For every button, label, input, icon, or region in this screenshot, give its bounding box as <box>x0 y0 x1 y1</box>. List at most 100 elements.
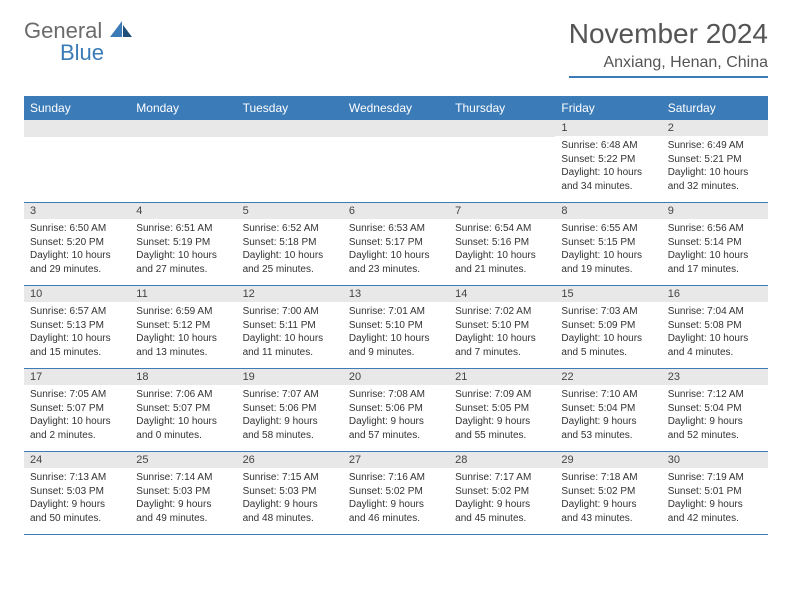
day-number: 9 <box>662 203 768 219</box>
daylight-text: Daylight: 10 hours and 5 minutes. <box>561 332 655 359</box>
daylight-text: Daylight: 9 hours and 46 minutes. <box>349 498 443 525</box>
day-cell: 28Sunrise: 7:17 AMSunset: 5:02 PMDayligh… <box>449 452 555 534</box>
sunset-text: Sunset: 5:07 PM <box>30 402 124 416</box>
day-cell: 25Sunrise: 7:14 AMSunset: 5:03 PMDayligh… <box>130 452 236 534</box>
sunset-text: Sunset: 5:06 PM <box>243 402 337 416</box>
day-content: Sunrise: 7:07 AMSunset: 5:06 PMDaylight:… <box>237 385 343 448</box>
day-cell: 23Sunrise: 7:12 AMSunset: 5:04 PMDayligh… <box>662 369 768 451</box>
day-cell: 24Sunrise: 7:13 AMSunset: 5:03 PMDayligh… <box>24 452 130 534</box>
logo-sail-icon <box>108 19 134 44</box>
weekday-sunday: Sunday <box>24 96 130 120</box>
daylight-text: Daylight: 10 hours and 13 minutes. <box>136 332 230 359</box>
logo-text-blue: Blue <box>60 40 104 66</box>
day-number: 19 <box>237 369 343 385</box>
day-number: 15 <box>555 286 661 302</box>
day-content: Sunrise: 7:12 AMSunset: 5:04 PMDaylight:… <box>662 385 768 448</box>
daylight-text: Daylight: 10 hours and 25 minutes. <box>243 249 337 276</box>
day-cell: 20Sunrise: 7:08 AMSunset: 5:06 PMDayligh… <box>343 369 449 451</box>
day-cell: 7Sunrise: 6:54 AMSunset: 5:16 PMDaylight… <box>449 203 555 285</box>
sunrise-text: Sunrise: 6:59 AM <box>136 305 230 319</box>
day-content: Sunrise: 6:55 AMSunset: 5:15 PMDaylight:… <box>555 219 661 282</box>
day-content: Sunrise: 7:16 AMSunset: 5:02 PMDaylight:… <box>343 468 449 531</box>
sunset-text: Sunset: 5:22 PM <box>561 153 655 167</box>
day-content: Sunrise: 7:04 AMSunset: 5:08 PMDaylight:… <box>662 302 768 365</box>
day-number: 1 <box>555 120 661 136</box>
day-content: Sunrise: 7:08 AMSunset: 5:06 PMDaylight:… <box>343 385 449 448</box>
day-number: 10 <box>24 286 130 302</box>
day-number: 11 <box>130 286 236 302</box>
empty-day-cell <box>237 120 343 202</box>
daylight-text: Daylight: 10 hours and 2 minutes. <box>30 415 124 442</box>
day-content: Sunrise: 6:57 AMSunset: 5:13 PMDaylight:… <box>24 302 130 365</box>
day-content: Sunrise: 6:48 AMSunset: 5:22 PMDaylight:… <box>555 136 661 199</box>
daylight-text: Daylight: 10 hours and 34 minutes. <box>561 166 655 193</box>
day-content: Sunrise: 6:54 AMSunset: 5:16 PMDaylight:… <box>449 219 555 282</box>
day-content: Sunrise: 6:49 AMSunset: 5:21 PMDaylight:… <box>662 136 768 199</box>
daylight-text: Daylight: 9 hours and 53 minutes. <box>561 415 655 442</box>
day-cell: 15 Sunrise: 7:03 AMSunset: 5:09 PMDayligh… <box>555 286 661 368</box>
day-cell: 17Sunrise: 7:05 AMSunset: 5:07 PMDayligh… <box>24 369 130 451</box>
sunrise-text: Sunrise: 7:03 AM <box>561 305 655 319</box>
sunset-text: Sunset: 5:02 PM <box>561 485 655 499</box>
day-number: 26 <box>237 452 343 468</box>
sunset-text: Sunset: 5:17 PM <box>349 236 443 250</box>
sunset-text: Sunset: 5:02 PM <box>349 485 443 499</box>
day-number: 30 <box>662 452 768 468</box>
sunrise-text: Sunrise: 6:54 AM <box>455 222 549 236</box>
sunset-text: Sunset: 5:13 PM <box>30 319 124 333</box>
sunrise-text: Sunrise: 7:00 AM <box>243 305 337 319</box>
empty-day-cell <box>449 120 555 202</box>
sunset-text: Sunset: 5:11 PM <box>243 319 337 333</box>
day-number: 18 <box>130 369 236 385</box>
day-cell: 13Sunrise: 7:01 AMSunset: 5:10 PMDayligh… <box>343 286 449 368</box>
sunrise-text: Sunrise: 7:14 AM <box>136 471 230 485</box>
sunrise-text: Sunrise: 7:07 AM <box>243 388 337 402</box>
sunrise-text: Sunrise: 6:50 AM <box>30 222 124 236</box>
title-block: November 2024 Anxiang, Henan, China <box>569 18 768 78</box>
daylight-text: Daylight: 10 hours and 15 minutes. <box>30 332 124 359</box>
daylight-text: Daylight: 9 hours and 49 minutes. <box>136 498 230 525</box>
day-content: Sunrise: 6:56 AMSunset: 5:14 PMDaylight:… <box>662 219 768 282</box>
sunrise-text: Sunrise: 7:16 AM <box>349 471 443 485</box>
day-cell: 1Sunrise: 6:48 AMSunset: 5:22 PMDaylight… <box>555 120 661 202</box>
sunset-text: Sunset: 5:15 PM <box>561 236 655 250</box>
day-number: 6 <box>343 203 449 219</box>
sunrise-text: Sunrise: 7:09 AM <box>455 388 549 402</box>
day-content: Sunrise: 7:05 AMSunset: 5:07 PMDaylight:… <box>24 385 130 448</box>
sunset-text: Sunset: 5:20 PM <box>30 236 124 250</box>
day-content: Sunrise: 7:19 AMSunset: 5:01 PMDaylight:… <box>662 468 768 531</box>
sunrise-text: Sunrise: 7:08 AM <box>349 388 443 402</box>
day-content: Sunrise: 6:50 AMSunset: 5:20 PMDaylight:… <box>24 219 130 282</box>
sunset-text: Sunset: 5:21 PM <box>668 153 762 167</box>
sunset-text: Sunset: 5:16 PM <box>455 236 549 250</box>
day-number: 23 <box>662 369 768 385</box>
day-cell: 4Sunrise: 6:51 AMSunset: 5:19 PMDaylight… <box>130 203 236 285</box>
sunrise-text: Sunrise: 7:12 AM <box>668 388 762 402</box>
daylight-text: Daylight: 10 hours and 0 minutes. <box>136 415 230 442</box>
daylight-text: Daylight: 10 hours and 27 minutes. <box>136 249 230 276</box>
sunset-text: Sunset: 5:14 PM <box>668 236 762 250</box>
day-content: Sunrise: 7:01 AMSunset: 5:10 PMDaylight:… <box>343 302 449 365</box>
sunrise-text: Sunrise: 7:02 AM <box>455 305 549 319</box>
day-content: Sunrise: 7:02 AMSunset: 5:10 PMDaylight:… <box>449 302 555 365</box>
sunrise-text: Sunrise: 7:10 AM <box>561 388 655 402</box>
sunrise-text: Sunrise: 7:15 AM <box>243 471 337 485</box>
week-row: 3Sunrise: 6:50 AMSunset: 5:20 PMDaylight… <box>24 203 768 286</box>
daylight-text: Daylight: 10 hours and 23 minutes. <box>349 249 443 276</box>
sunset-text: Sunset: 5:03 PM <box>30 485 124 499</box>
day-number: 2 <box>662 120 768 136</box>
sunset-text: Sunset: 5:09 PM <box>561 319 655 333</box>
sunset-text: Sunset: 5:04 PM <box>668 402 762 416</box>
weekday-thursday: Thursday <box>449 96 555 120</box>
day-number: 12 <box>237 286 343 302</box>
day-number: 27 <box>343 452 449 468</box>
sunrise-text: Sunrise: 6:56 AM <box>668 222 762 236</box>
sunrise-text: Sunrise: 7:18 AM <box>561 471 655 485</box>
week-row: 1Sunrise: 6:48 AMSunset: 5:22 PMDaylight… <box>24 120 768 203</box>
day-content: Sunrise: 7:09 AMSunset: 5:05 PMDaylight:… <box>449 385 555 448</box>
day-number: 3 <box>24 203 130 219</box>
day-cell: 9Sunrise: 6:56 AMSunset: 5:14 PMDaylight… <box>662 203 768 285</box>
empty-day-cell <box>24 120 130 202</box>
empty-day-bar <box>24 120 130 137</box>
day-cell: 6Sunrise: 6:53 AMSunset: 5:17 PMDaylight… <box>343 203 449 285</box>
